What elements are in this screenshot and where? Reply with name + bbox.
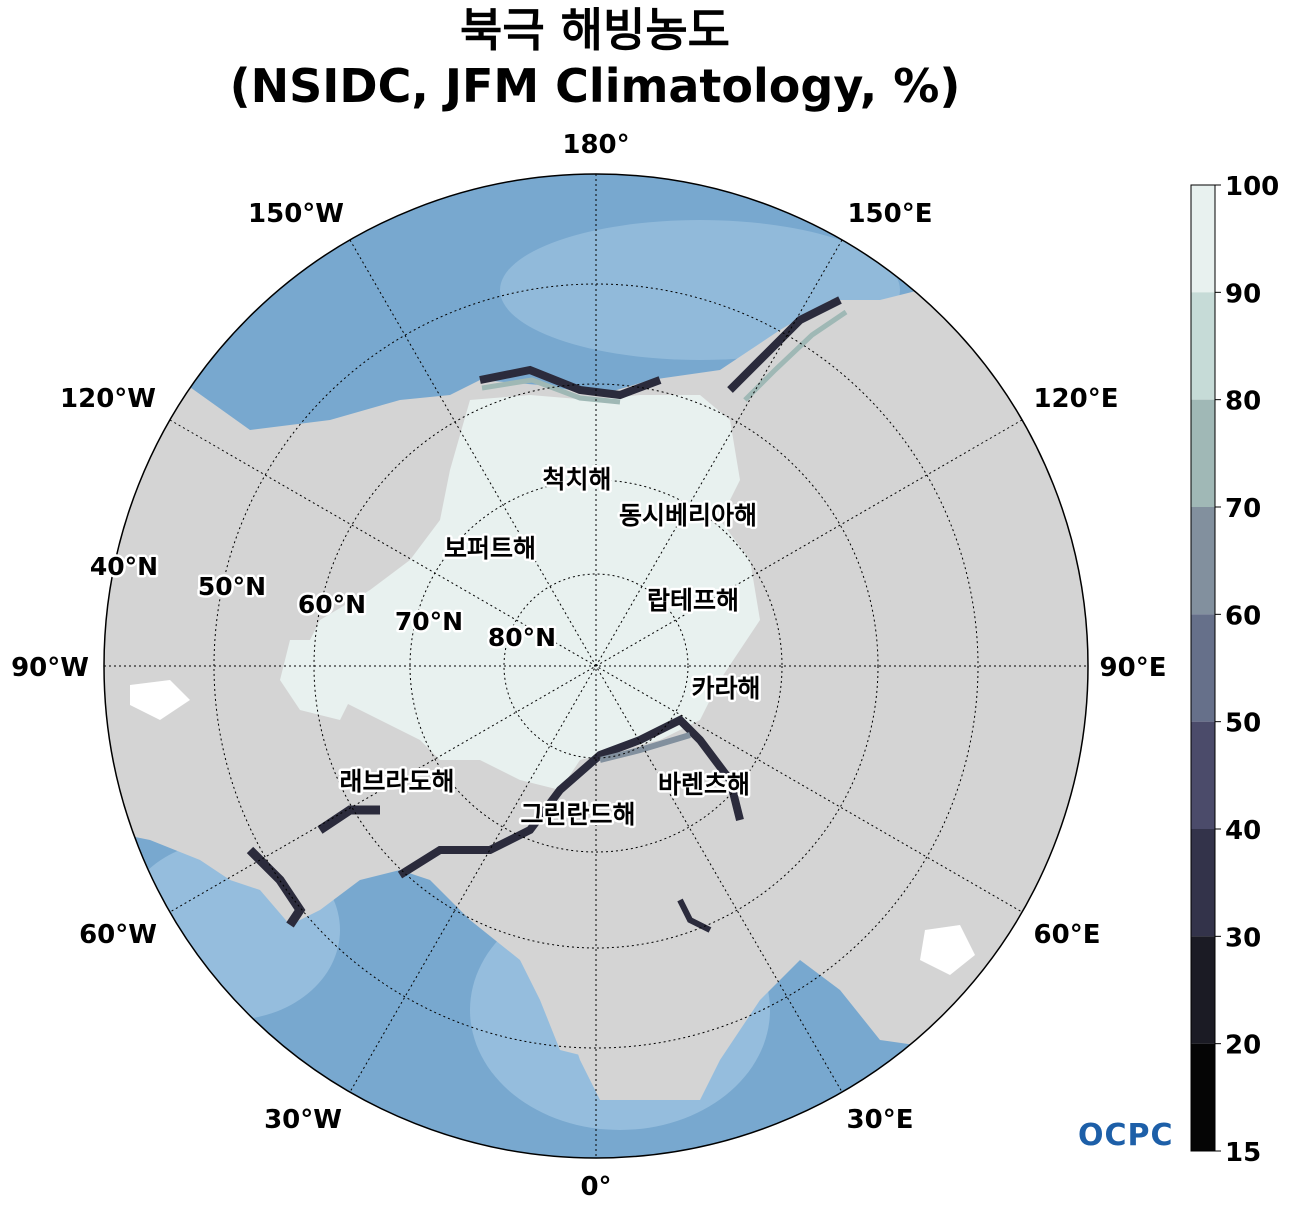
sea-label-greenland: 그린란드해: [520, 800, 635, 829]
ocpc-logo: OCPC: [1078, 1118, 1174, 1153]
lon-label-0: 0°: [580, 1172, 611, 1202]
colorbar-tick-label: 80: [1225, 387, 1261, 417]
sea-label-chukchi: 척치해: [542, 465, 611, 494]
lat-label-60n: 60°N: [298, 590, 366, 619]
colorbar-tick-label: 40: [1225, 816, 1261, 846]
land-europe: [520, 930, 800, 1100]
map-body: [104, 174, 1088, 1158]
sea-label-east-siberian: 동시베리아해: [619, 501, 757, 530]
colorbar-segment: [1191, 507, 1215, 615]
map-subtitle: (NSIDC, JFM Climatology, %): [229, 59, 961, 113]
colorbar-segment: [1191, 614, 1215, 722]
colorbar-segment: [1191, 936, 1215, 1044]
lat-label-80n: 80°N: [488, 623, 556, 652]
lat-label-40n: 40°N: [90, 552, 158, 581]
lon-label-150w: 150°W: [248, 199, 344, 229]
lat-label-70n: 70°N: [395, 607, 463, 636]
lon-label-90w: 90°W: [11, 653, 89, 683]
sea-label-beaufort: 보퍼트해: [444, 534, 536, 563]
colorbar-tick-label: 30: [1225, 923, 1261, 953]
colorbar-tick-label: 15: [1225, 1138, 1261, 1168]
parallel-50n: [213, 283, 979, 1049]
sea-ice-area: [300, 395, 760, 790]
colorbar-tick-label: 90: [1225, 279, 1261, 309]
lon-label-30e: 30°E: [847, 1105, 914, 1135]
colorbar-segment: [1191, 292, 1215, 400]
meridian-120e-60w: [169, 419, 1023, 913]
lon-label-120e: 120°E: [1033, 384, 1118, 414]
lon-label-60e: 60°E: [1034, 920, 1101, 950]
colorbar-segment: [1191, 185, 1215, 293]
graticule: [104, 174, 1088, 1158]
lon-label-30w: 30°W: [264, 1105, 342, 1135]
parallel-80n: [503, 573, 689, 759]
colorbar-tick-label: 70: [1225, 494, 1261, 524]
colorbar-tick-label: 20: [1225, 1031, 1261, 1061]
lon-label-120w: 120°W: [60, 384, 156, 414]
lon-label-150e: 150°E: [847, 199, 932, 229]
lon-label-60w: 60°W: [79, 920, 157, 950]
colorbar-segment: [1191, 829, 1215, 937]
colorbar-segment: [1191, 721, 1215, 829]
colorbar: 15 20 30 40 50 60 70 80 90 100: [1190, 172, 1279, 1168]
sea-label-labrador: 래브라도해: [339, 767, 454, 796]
lon-label-180: 180°: [562, 130, 629, 160]
sea-label-barents: 바렌츠해: [658, 770, 750, 799]
colorbar-tick-label: 50: [1225, 709, 1261, 739]
sea-label-laptev: 랍테프해: [647, 586, 739, 615]
map-boundary: [103, 173, 1089, 1159]
colorbar-tick-label: 100: [1225, 172, 1279, 202]
colorbar-segment: [1191, 1043, 1215, 1151]
sea-label-kara: 카라해: [691, 674, 760, 703]
map-title: 북극 해빙농도: [460, 3, 730, 57]
colorbar-segment: [1191, 399, 1215, 507]
colorbar-tick-label: 60: [1225, 601, 1261, 631]
lat-label-50n: 50°N: [198, 572, 266, 601]
lon-label-90e: 90°E: [1100, 653, 1167, 683]
